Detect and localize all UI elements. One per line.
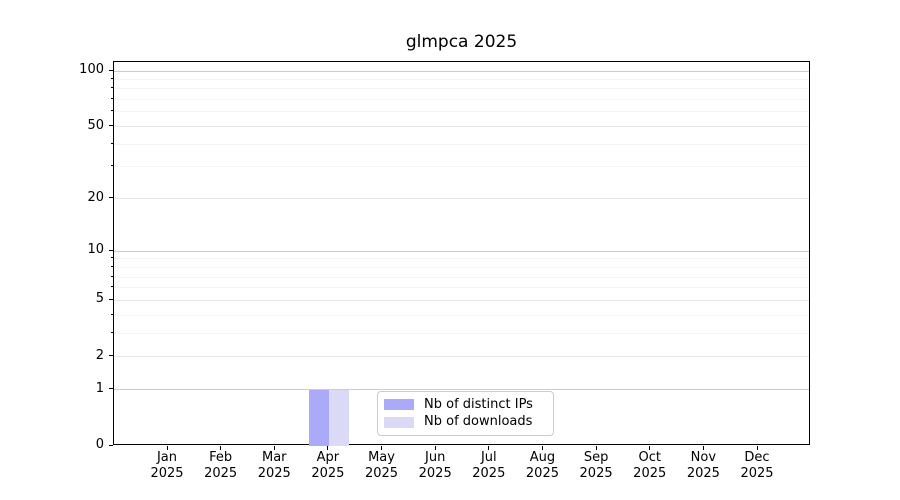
- y-tick-label-50: 50: [87, 117, 104, 133]
- x-tick-mark-mar: [273, 446, 275, 450]
- gridline-minor-90: [114, 78, 809, 80]
- y-tick-mark-0: [109, 444, 113, 446]
- gridline-minor-4: [114, 314, 809, 316]
- y-tick-mark-2: [109, 355, 113, 357]
- y-tick-label-0: 0: [95, 437, 104, 452]
- legend-swatch-downloads: [384, 416, 414, 428]
- x-tick-mark-oct: [649, 446, 651, 450]
- y-tick-mark-10: [109, 249, 113, 251]
- x-tick-label-may-2025: May 2025: [364, 450, 399, 481]
- y-minor-tick-mark-40: [111, 142, 113, 144]
- legend-label-distinct-ips: Nb of distinct IPs: [424, 396, 533, 412]
- chart-title: glmpca 2025: [405, 32, 518, 52]
- y-minor-tick-mark-8: [111, 265, 113, 267]
- bar-nb-of-downloads-apr-2025: [328, 389, 349, 446]
- gridline-minor-9: [114, 258, 809, 260]
- legend: Nb of distinct IPs Nb of downloads: [377, 391, 554, 436]
- x-tick-mark-aug: [541, 446, 543, 450]
- x-tick-mark-jun: [434, 446, 436, 450]
- x-tick-mark-jan: [166, 446, 168, 450]
- x-tick-mark-sep: [595, 446, 597, 450]
- x-tick-mark-jul: [488, 446, 490, 450]
- x-tick-label-sep-2025: Sep 2025: [579, 450, 613, 481]
- x-tick-mark-feb: [220, 446, 222, 450]
- x-tick-mark-nov: [702, 446, 704, 450]
- gridline-20: [114, 198, 809, 200]
- y-minor-tick-mark-60: [111, 110, 113, 112]
- gridline-minor-7: [114, 276, 809, 278]
- x-tick-label-oct-2025: Oct 2025: [633, 450, 667, 481]
- y-tick-label-1: 1: [95, 380, 104, 396]
- y-tick-label-5: 5: [95, 291, 104, 307]
- y-minor-tick-mark-7: [111, 275, 113, 277]
- gridline-minor-60: [114, 111, 809, 113]
- y-minor-tick-mark-3: [111, 331, 113, 333]
- gridline-minor-40: [114, 143, 809, 145]
- x-tick-label-mar-2025: Mar 2025: [257, 450, 291, 481]
- y-tick-label-100: 100: [79, 62, 104, 77]
- y-tick-mark-100: [109, 69, 113, 71]
- x-tick-label-dec-2025: Dec 2025: [740, 450, 774, 481]
- gridline-minor-30: [114, 166, 809, 168]
- y-tick-label-10: 10: [87, 242, 104, 258]
- x-tick-mark-apr: [327, 446, 329, 450]
- y-minor-tick-mark-4: [111, 313, 113, 315]
- x-tick-label-aug-2025: Aug 2025: [525, 450, 559, 481]
- y-minor-tick-mark-90: [111, 77, 113, 79]
- y-tick-label-2: 2: [95, 347, 104, 363]
- bar-nb-of-distinct-ips-apr-2025: [308, 389, 329, 446]
- x-tick-label-apr-2025: Apr 2025: [311, 450, 345, 481]
- x-tick-mark-may: [381, 446, 383, 450]
- legend-swatch-distinct-ips: [384, 399, 414, 411]
- gridline-minor-80: [114, 88, 809, 90]
- gridline-1: [114, 389, 809, 391]
- gridline-minor-8: [114, 266, 809, 268]
- x-tick-label-jul-2025: Jul 2025: [472, 450, 506, 481]
- y-tick-mark-5: [109, 298, 113, 300]
- gridline-10: [114, 250, 809, 252]
- gridline-minor-3: [114, 332, 809, 334]
- y-tick-mark-1: [109, 388, 113, 390]
- gridline-5: [114, 299, 809, 301]
- x-tick-label-feb-2025: Feb 2025: [204, 450, 238, 481]
- legend-entry-downloads: Nb of downloads: [384, 414, 545, 430]
- y-tick-mark-20: [109, 197, 113, 199]
- plot-area: [113, 61, 810, 446]
- y-minor-tick-mark-30: [111, 165, 113, 167]
- y-tick-mark-50: [109, 125, 113, 127]
- y-minor-tick-mark-6: [111, 286, 113, 288]
- y-minor-tick-mark-70: [111, 98, 113, 100]
- gridline-minor-70: [114, 99, 809, 101]
- y-minor-tick-mark-9: [111, 257, 113, 259]
- gridline-2: [114, 356, 809, 358]
- x-tick-label-jan-2025: Jan 2025: [150, 450, 184, 481]
- x-tick-mark-dec: [756, 446, 758, 450]
- y-tick-label-20: 20: [87, 189, 104, 205]
- gridline-100: [114, 70, 809, 72]
- gridline-minor-6: [114, 287, 809, 289]
- gridline-50: [114, 126, 809, 128]
- legend-label-downloads: Nb of downloads: [424, 414, 533, 430]
- x-tick-label-jun-2025: Jun 2025: [418, 450, 452, 481]
- x-tick-label-nov-2025: Nov 2025: [686, 450, 720, 481]
- y-minor-tick-mark-80: [111, 87, 113, 89]
- legend-entry-distinct-ips: Nb of distinct IPs: [384, 397, 545, 413]
